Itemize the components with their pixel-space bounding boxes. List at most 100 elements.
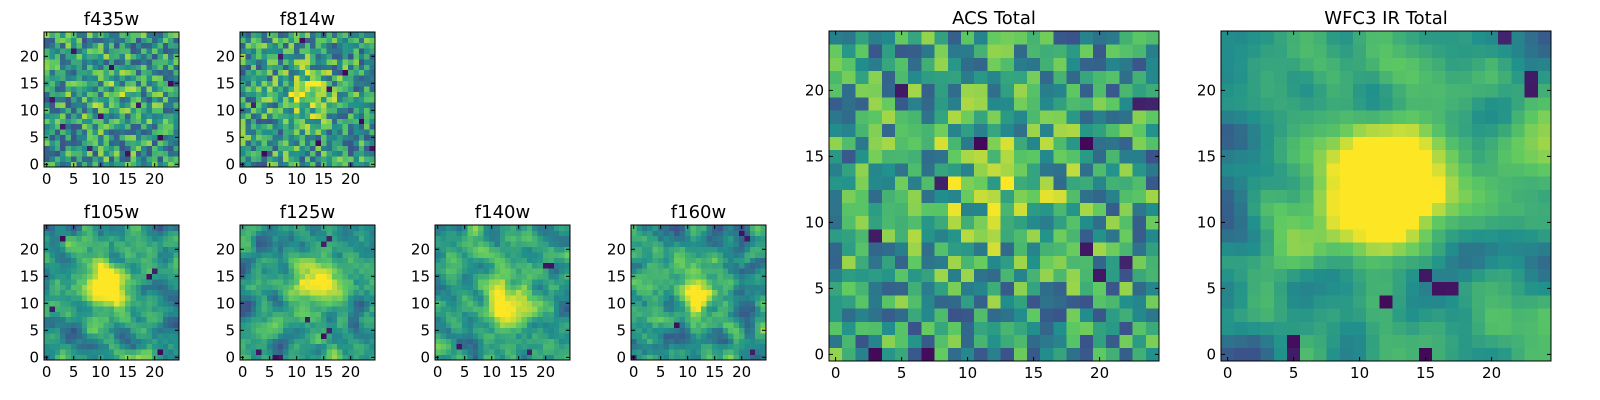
heatmap-cell xyxy=(706,268,713,274)
heatmap-cell xyxy=(717,257,724,264)
heatmap-cell xyxy=(947,242,962,256)
heatmap-cell xyxy=(119,48,126,54)
heatmap-cell xyxy=(277,37,284,44)
heatmap-cell xyxy=(706,354,713,361)
heatmap-cell xyxy=(1445,308,1459,322)
heatmap-cell xyxy=(168,123,174,130)
heatmap-cell xyxy=(267,268,273,274)
heatmap-cell xyxy=(934,281,949,296)
heatmap-cell xyxy=(87,343,93,350)
heatmap-cell xyxy=(1145,308,1160,322)
heatmap-cell xyxy=(326,235,333,242)
heatmap-cell xyxy=(272,230,279,237)
heatmap-cell xyxy=(310,80,316,87)
heatmap-cell xyxy=(658,241,664,247)
heatmap-cell xyxy=(717,284,724,291)
heatmap-cell xyxy=(173,118,180,125)
heatmap-cell xyxy=(299,118,306,125)
heatmap-cell xyxy=(98,235,104,242)
heatmap-cell xyxy=(157,295,164,301)
heatmap-cell xyxy=(559,338,565,345)
heatmap-cell xyxy=(974,242,988,256)
heatmap-cell xyxy=(288,59,295,65)
heatmap-cell xyxy=(119,32,126,38)
heatmap-cell xyxy=(739,333,745,339)
heatmap-cell xyxy=(157,322,164,328)
heatmap-cell xyxy=(467,230,474,237)
heatmap-cell xyxy=(119,354,126,361)
heatmap-cell xyxy=(353,150,360,157)
heatmap-cell xyxy=(1132,149,1147,164)
heatmap-cell xyxy=(283,246,289,253)
heatmap-cell xyxy=(331,64,338,71)
heatmap-cell xyxy=(516,268,522,274)
y-tick-label: 20 xyxy=(216,241,235,259)
heatmap-cell xyxy=(277,333,284,339)
heatmap-cell xyxy=(130,295,137,301)
heatmap-cell xyxy=(1093,110,1107,124)
heatmap-cell xyxy=(947,163,962,177)
heatmap-cell xyxy=(494,306,501,312)
heatmap-cell xyxy=(445,262,452,269)
heatmap-cell xyxy=(712,338,718,345)
heatmap-cell xyxy=(76,48,83,54)
heatmap-cell xyxy=(108,279,115,285)
heatmap-cell xyxy=(749,333,756,339)
heatmap-cell xyxy=(755,235,761,242)
heatmap-cell xyxy=(294,316,300,323)
heatmap-cell xyxy=(744,306,751,312)
heatmap-cell xyxy=(974,229,988,243)
heatmap-cell xyxy=(1511,255,1525,269)
heatmap-cell xyxy=(272,241,279,247)
heatmap-cell xyxy=(157,102,164,108)
heatmap-cell xyxy=(358,118,365,125)
y-tick-label: 15 xyxy=(607,268,626,286)
heatmap-cell xyxy=(49,295,56,301)
heatmap-cell xyxy=(81,300,88,307)
heatmap-cell xyxy=(631,338,637,345)
heatmap-cell xyxy=(71,123,77,130)
heatmap-cell xyxy=(478,333,484,339)
heatmap-cell xyxy=(1119,189,1133,203)
heatmap-cell xyxy=(326,145,333,152)
heatmap-cell xyxy=(987,57,1001,71)
heatmap-cell xyxy=(717,289,724,296)
heatmap-cell xyxy=(1000,255,1015,269)
heatmap-cell xyxy=(337,37,343,44)
heatmap-cell xyxy=(44,343,50,350)
heatmap-cell xyxy=(744,257,751,264)
heatmap-cell xyxy=(261,129,268,135)
heatmap-cell xyxy=(315,333,322,339)
heatmap-cell xyxy=(934,136,949,151)
heatmap-cell xyxy=(548,343,555,350)
x-tick-label: 15 xyxy=(118,363,137,381)
heatmap-cell xyxy=(245,150,252,157)
heatmap-cell xyxy=(256,32,262,38)
heatmap-cell xyxy=(881,347,896,362)
heatmap-cell xyxy=(1106,268,1120,283)
heatmap-cell xyxy=(369,86,376,92)
heatmap-cell xyxy=(1145,255,1160,269)
heatmap-cell xyxy=(1145,110,1160,124)
heatmap-cell xyxy=(162,284,169,291)
heatmap-cell xyxy=(647,316,653,323)
heatmap-cell xyxy=(749,279,756,285)
heatmap-cell xyxy=(54,59,61,65)
heatmap-cell xyxy=(261,102,268,108)
heatmap-cell xyxy=(168,279,174,285)
heatmap-cell xyxy=(250,134,257,141)
heatmap-cell xyxy=(342,300,349,307)
heatmap-cell xyxy=(369,42,376,49)
heatmap-cell xyxy=(173,32,180,38)
heatmap-cell xyxy=(331,48,338,54)
heatmap-cell xyxy=(130,156,137,162)
heatmap-cell xyxy=(146,129,153,135)
heatmap-cell xyxy=(712,300,718,307)
heatmap-cell xyxy=(505,343,511,350)
heatmap-cell xyxy=(537,327,544,334)
heatmap-cell xyxy=(467,311,474,318)
heatmap-cell xyxy=(445,225,452,231)
heatmap-cell xyxy=(130,333,137,339)
heatmap-cell xyxy=(331,306,338,312)
heatmap-cell xyxy=(152,284,158,291)
